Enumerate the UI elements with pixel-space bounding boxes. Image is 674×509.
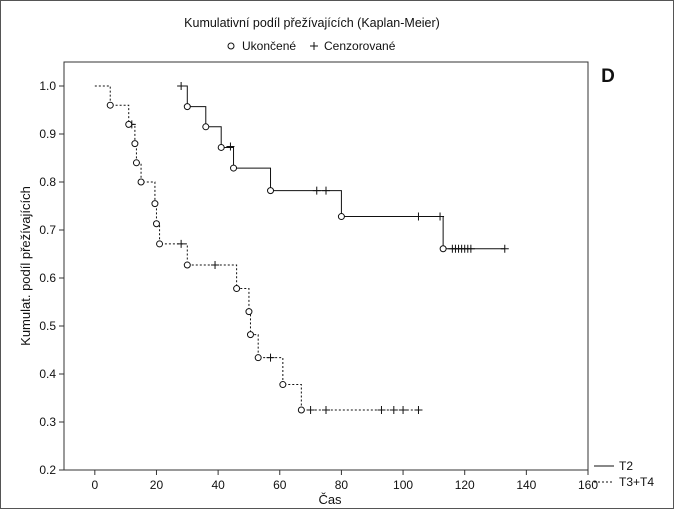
- censored-marker: [312, 186, 321, 195]
- marker-legend: Ukončené Cenzorované: [227, 39, 396, 53]
- axes: 0 20 40 60 80 100 120 140 160 0.2 0.3 0.4 0.5 0.6 0.7 0…: [39, 79, 598, 492]
- y-tick-label: 0.2: [39, 463, 56, 477]
- y-tick-label: 0.4: [39, 367, 56, 381]
- event-marker: [246, 331, 254, 339]
- censored-marker: [414, 212, 423, 221]
- censored-marker: [500, 244, 509, 253]
- y-tick-label: 0.7: [39, 223, 56, 237]
- event-marker: [297, 406, 305, 414]
- event-marker: [279, 381, 287, 389]
- x-tick-label: 160: [578, 478, 598, 492]
- event-marker: [217, 143, 225, 151]
- x-tick-label: 80: [335, 478, 349, 492]
- event-marker: [439, 245, 447, 253]
- event-marker: [337, 213, 345, 221]
- event-marker: [132, 159, 140, 167]
- censored-marker: [211, 261, 220, 270]
- event-marker: [156, 240, 164, 248]
- y-tick-label: 0.8: [39, 175, 56, 189]
- event-marker: [151, 200, 159, 208]
- event-marker: [233, 285, 241, 293]
- series-t3-t4: [94, 85, 423, 414]
- event-marker: [230, 164, 238, 172]
- legend-censored-label: Cenzorované: [324, 39, 396, 53]
- censored-marker: [177, 82, 186, 90]
- legend-circle-marker: [227, 42, 235, 50]
- series-legend: T2 T3+T4: [594, 459, 654, 489]
- series-t2: [177, 82, 509, 253]
- legend-completed-label: Ukončené: [242, 39, 296, 53]
- y-axis-label: Kumulat. podíl přežívajících: [18, 186, 33, 346]
- y-tick-label: 1.0: [39, 79, 56, 93]
- chart-title: Kumulativní podíl přežívajících (Kaplan-…: [184, 16, 440, 30]
- censored-marker: [399, 406, 408, 414]
- series-line-t2: [181, 85, 505, 250]
- event-marker: [254, 354, 262, 362]
- series-layer: [94, 82, 509, 414]
- legend-plus-marker: [310, 42, 318, 50]
- event-marker: [267, 187, 275, 195]
- x-tick-label: 60: [273, 478, 287, 492]
- panel-label: D: [601, 66, 615, 87]
- event-marker: [245, 308, 253, 316]
- x-tick-label: 120: [455, 478, 475, 492]
- censored-marker: [436, 212, 445, 221]
- y-tick-label: 0.6: [39, 271, 56, 285]
- event-marker: [125, 120, 133, 128]
- event-marker: [131, 140, 139, 148]
- censored-marker: [414, 406, 423, 414]
- event-marker: [183, 103, 191, 111]
- censored-marker: [322, 406, 330, 414]
- series-line-t3-t4: [94, 85, 419, 411]
- x-tick-label: 140: [516, 478, 536, 492]
- event-marker: [152, 220, 160, 228]
- censored-marker: [306, 406, 315, 414]
- x-tick-label: 0: [91, 478, 98, 492]
- x-tick-label: 100: [393, 478, 413, 492]
- event-marker: [137, 178, 145, 186]
- censored-marker: [226, 142, 235, 151]
- x-axis-label: Čas: [318, 492, 342, 507]
- censored-marker: [389, 406, 398, 414]
- event-marker: [183, 261, 191, 269]
- censored-marker: [377, 406, 386, 414]
- x-tick-label: 20: [150, 478, 164, 492]
- plot-area: [63, 61, 589, 471]
- legend-t2-label: T2: [619, 459, 633, 473]
- censored-marker: [466, 244, 475, 253]
- y-tick-label: 0.5: [39, 319, 56, 333]
- x-tick-label: 40: [211, 478, 225, 492]
- y-tick-label: 0.3: [39, 415, 56, 429]
- censored-marker: [177, 239, 186, 248]
- y-tick-label: 0.9: [39, 127, 56, 141]
- event-marker: [202, 123, 210, 131]
- censored-marker: [322, 186, 330, 195]
- event-marker: [106, 101, 114, 109]
- censored-marker: [266, 353, 275, 362]
- legend-t3t4-label: T3+T4: [619, 475, 654, 489]
